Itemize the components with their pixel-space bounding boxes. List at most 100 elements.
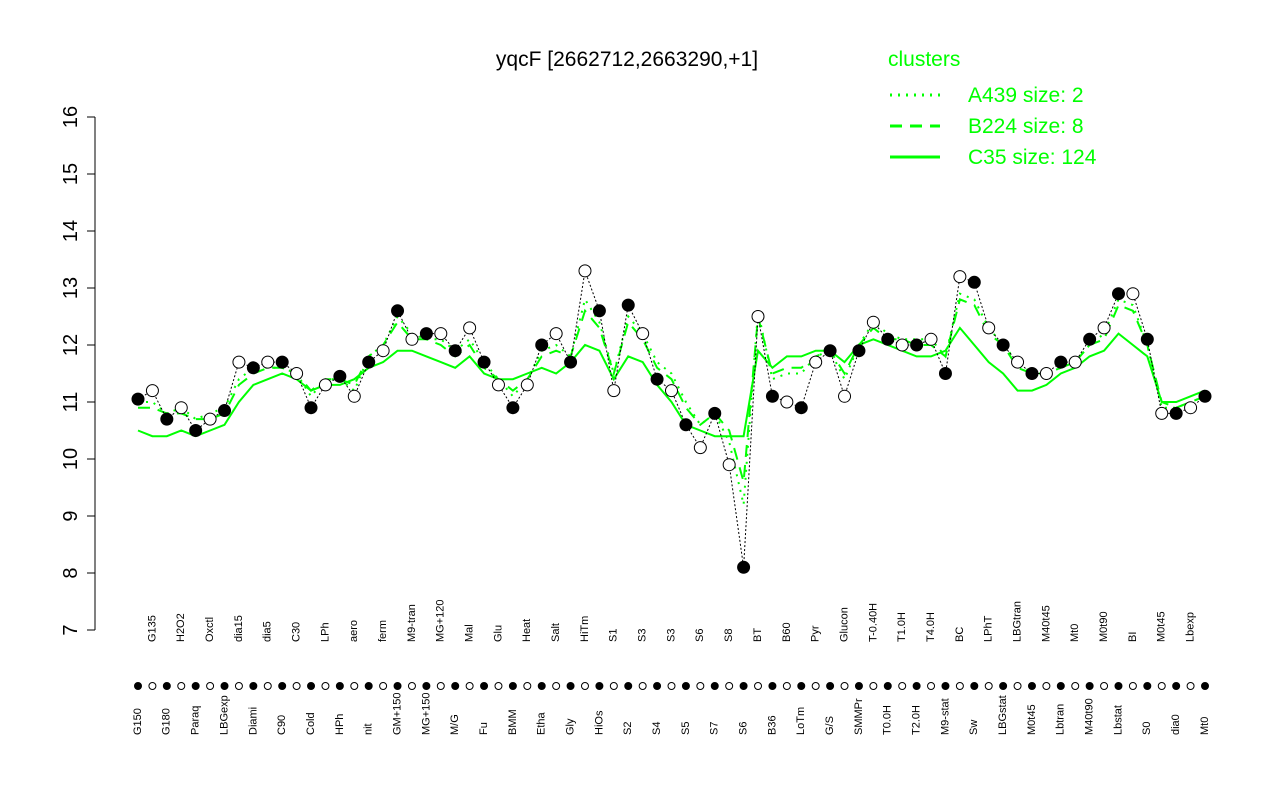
- data-point: [1025, 367, 1039, 380]
- data-point: [910, 338, 924, 352]
- category-marker: [393, 682, 402, 690]
- data-point: [665, 384, 678, 398]
- category-marker: [451, 682, 460, 690]
- x-tick-label: MG+150: [420, 693, 432, 736]
- category-marker: [523, 682, 532, 690]
- x-tick-label: Glucon: [838, 607, 850, 642]
- x-tick-label: Lbexp: [1184, 612, 1196, 642]
- category-marker: [407, 682, 416, 690]
- category-marker: [912, 682, 921, 690]
- data-point: [1097, 321, 1111, 335]
- category-marker: [624, 682, 633, 690]
- x-tick-label: T-0.40H: [867, 603, 879, 642]
- x-tick-label: G150: [132, 708, 144, 735]
- data-point: [232, 355, 246, 369]
- data-point: [131, 392, 145, 406]
- data-point: [852, 344, 866, 358]
- x-tick-label: Mal: [464, 624, 476, 642]
- category-marker: [999, 682, 1008, 690]
- x-tick-label: B60: [781, 622, 793, 642]
- x-tick-label: Paraq: [190, 706, 202, 735]
- data-point: [419, 327, 433, 341]
- data-point: [1198, 389, 1212, 403]
- data-point: [866, 315, 880, 329]
- category-marker: [177, 682, 186, 690]
- data-point: [391, 304, 405, 318]
- data-point: [1039, 367, 1053, 380]
- x-tick-label: Mt0: [1199, 717, 1211, 735]
- data-point: [737, 560, 751, 574]
- data-point: [1083, 332, 1097, 346]
- y-tick-label: 11: [60, 392, 82, 413]
- category-marker: [782, 682, 791, 690]
- category-marker: [955, 682, 964, 690]
- data-point: [765, 389, 779, 403]
- data-point: [982, 321, 996, 335]
- x-tick-label: Pyr: [810, 625, 822, 642]
- category-marker: [1143, 682, 1152, 690]
- data-point: [290, 367, 304, 380]
- data-point: [463, 321, 477, 335]
- category-marker: [667, 682, 676, 690]
- category-marker: [1186, 682, 1195, 690]
- x-tick-label: S0: [1141, 722, 1153, 735]
- category-marker: [379, 682, 388, 690]
- category-marker: [1157, 682, 1166, 690]
- x-tick-label: M9-tran: [406, 604, 418, 642]
- data-point: [592, 304, 606, 318]
- category-marker: [941, 682, 950, 690]
- category-marker: [422, 682, 431, 690]
- category-marker: [220, 682, 229, 690]
- cluster-line: [137, 326, 1206, 438]
- x-tick-label: nit: [363, 723, 375, 735]
- data-point: [1140, 332, 1154, 346]
- category-marker: [1056, 682, 1065, 690]
- y-tick-label: 12: [60, 334, 82, 356]
- data-point: [621, 298, 635, 312]
- category-marker: [653, 682, 662, 690]
- x-tick-label: T1.0H: [896, 612, 908, 642]
- category-marker: [826, 682, 835, 690]
- category-marker: [710, 682, 719, 690]
- data-point: [1126, 287, 1140, 301]
- data-point: [549, 327, 563, 341]
- data-point: [261, 355, 275, 369]
- x-tick-label: S6: [738, 722, 750, 735]
- x-tick-label: dia0: [1170, 714, 1182, 735]
- data-point: [650, 372, 664, 386]
- x-tick-label: S1: [608, 629, 620, 642]
- x-tick-label: G/S: [824, 716, 836, 735]
- data-point: [174, 401, 188, 415]
- data-point: [434, 327, 448, 341]
- x-tick-label: M9-stat: [939, 698, 951, 735]
- category-marker: [927, 682, 936, 690]
- y-tick-label: 13: [60, 277, 82, 299]
- category-marker: [1085, 682, 1094, 690]
- category-marker: [984, 682, 993, 690]
- data-point: [189, 424, 203, 437]
- chart-title: yqcF [2662712,2663290,+1]: [496, 48, 758, 71]
- category-marker: [811, 682, 820, 690]
- cluster-line: [138, 292, 1206, 505]
- x-tick-label: Gly: [564, 718, 576, 735]
- y-tick-label: 16: [60, 106, 82, 128]
- data-point: [1184, 401, 1198, 415]
- category-marker: [797, 682, 806, 690]
- x-tick-label: Glu: [492, 625, 504, 642]
- data-point: [160, 412, 174, 426]
- data-point: [376, 344, 390, 358]
- data-point: [535, 338, 549, 352]
- x-tick-label: M0t45: [1156, 611, 1168, 642]
- data-point: [318, 378, 332, 392]
- category-marker: [494, 682, 503, 690]
- x-tick-label: C90: [276, 715, 288, 735]
- x-tick-label: Sw: [968, 720, 980, 735]
- x-tick-label: aero: [348, 620, 360, 642]
- x-tick-label: T0.0H: [882, 705, 894, 735]
- category-marker: [191, 682, 200, 690]
- category-marker: [696, 682, 705, 690]
- x-tick-label: S3: [637, 629, 649, 642]
- data-line: [137, 270, 1206, 568]
- category-marker: [364, 682, 373, 690]
- data-point: [506, 401, 520, 415]
